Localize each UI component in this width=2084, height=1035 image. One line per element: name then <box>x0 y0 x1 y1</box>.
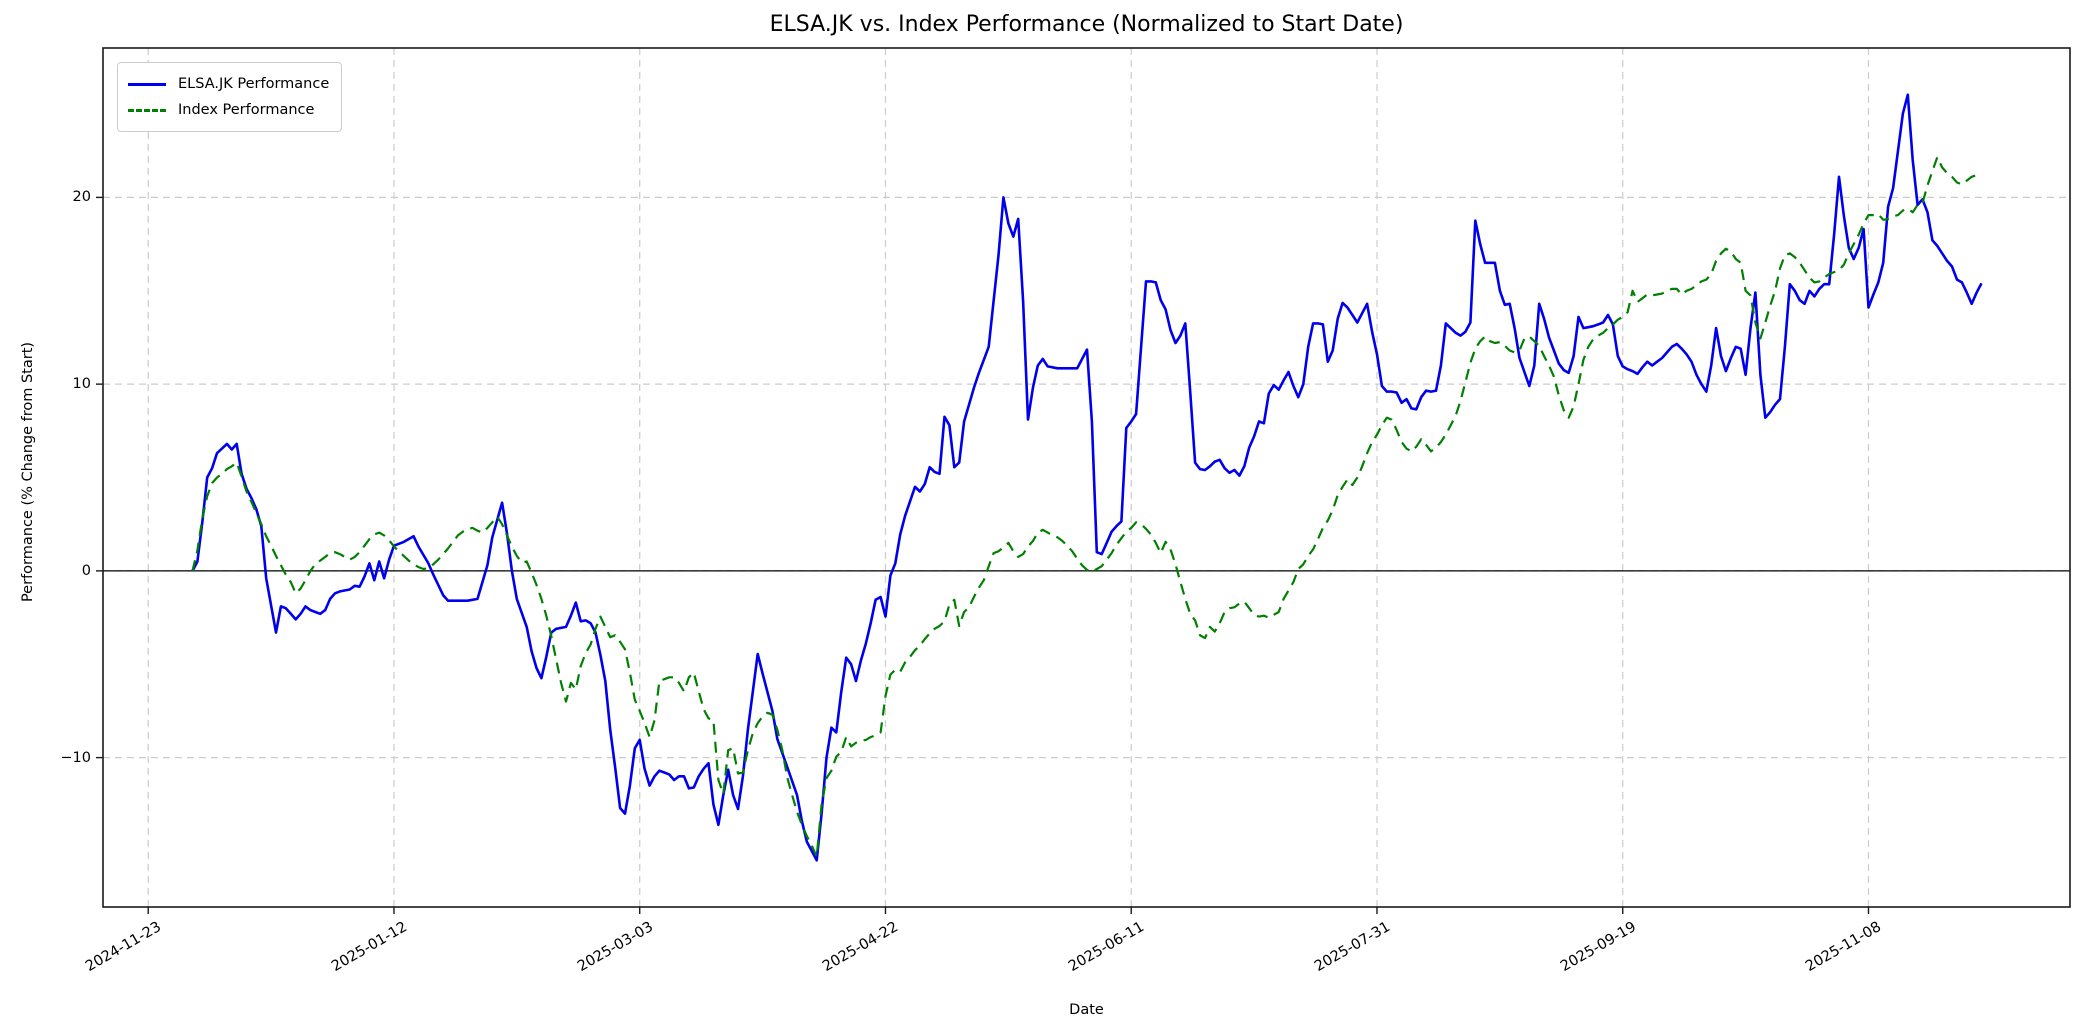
x-axis-label: Date <box>1069 1002 1104 1018</box>
legend-label-index: Index Performance <box>178 102 315 118</box>
index-line-swatch-icon <box>128 108 166 112</box>
legend: ELSA.JK Performance Index Performance <box>117 62 343 132</box>
y-tick-label: 0 <box>81 562 91 579</box>
legend-item-elsa: ELSA.JK Performance <box>128 71 329 97</box>
y-tick-label: −10 <box>60 749 91 766</box>
plot-border <box>102 47 2071 908</box>
series-line-elsa <box>191 93 1983 862</box>
legend-label-elsa: ELSA.JK Performance <box>178 76 330 92</box>
elsa-line-swatch-icon <box>128 82 166 86</box>
chart-title: ELSA.JK vs. Index Performance (Normalize… <box>769 12 1404 37</box>
legend-item-index: Index Performance <box>128 97 329 123</box>
y-tick-label: 20 <box>72 189 91 206</box>
y-tick-label: 10 <box>72 376 91 393</box>
series-line-index <box>191 156 1982 858</box>
y-axis-label: Performance (% Change from Start) <box>20 341 36 603</box>
